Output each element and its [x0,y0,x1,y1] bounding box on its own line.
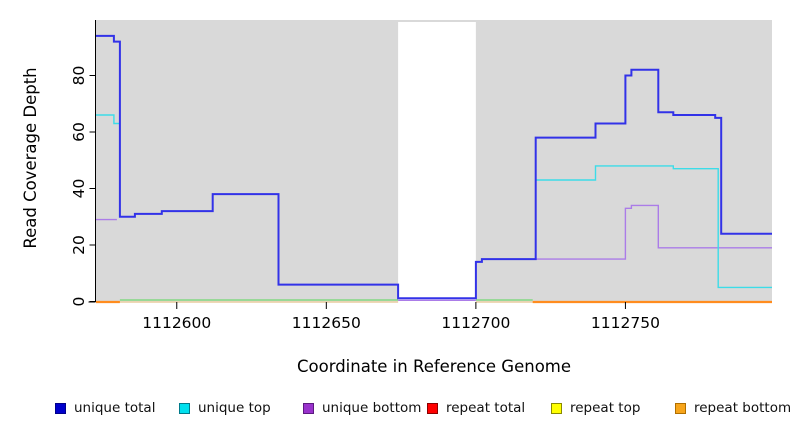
x-tick-label: 1112700 [441,314,510,332]
legend-swatch-icon [55,402,66,414]
y-tick-label: 0 [70,297,88,307]
x-axis-title: Coordinate in Reference Genome [296,357,572,376]
legend: unique total unique top unique bottom repea… [0,399,792,423]
legend-label: repeat bottom [694,400,792,416]
legend-item-unique-top: unique top [179,399,271,417]
x-tick-label: 1112650 [292,314,361,332]
legend-swatch-icon [427,402,438,414]
x-tick-label: 1112600 [142,314,211,332]
y-tick-label: 60 [70,122,88,142]
legend-item-repeat-bottom: repeat bottom [675,399,791,417]
series-unique-top-line [96,114,772,289]
y-tick-label: 20 [70,235,88,255]
y-tick-label: 40 [70,179,88,199]
x-tick-label: 1112750 [591,314,660,332]
legend-swatch-icon [675,402,686,414]
legend-item-unique-bottom: unique bottom [303,399,421,417]
legend-item-unique-total: unique total [55,399,155,417]
y-tick-label: 80 [70,66,88,86]
series-unique-bottom-line [96,204,772,301]
legend-item-repeat-total: repeat total [427,399,525,417]
legend-label: unique total [74,400,156,416]
legend-label: repeat total [446,400,526,416]
legend-label: repeat top [570,400,641,416]
legend-label: unique top [198,400,271,416]
legend-swatch-icon [303,402,314,414]
legend-swatch-icon [179,402,190,414]
legend-item-repeat-top: repeat top [551,399,640,417]
legend-label: unique bottom [322,400,422,416]
no-data-region [398,22,476,304]
y-axis-title: Read Coverage Depth [21,67,40,249]
legend-swatch-icon [551,402,562,414]
series-unique-total-line [96,34,772,300]
